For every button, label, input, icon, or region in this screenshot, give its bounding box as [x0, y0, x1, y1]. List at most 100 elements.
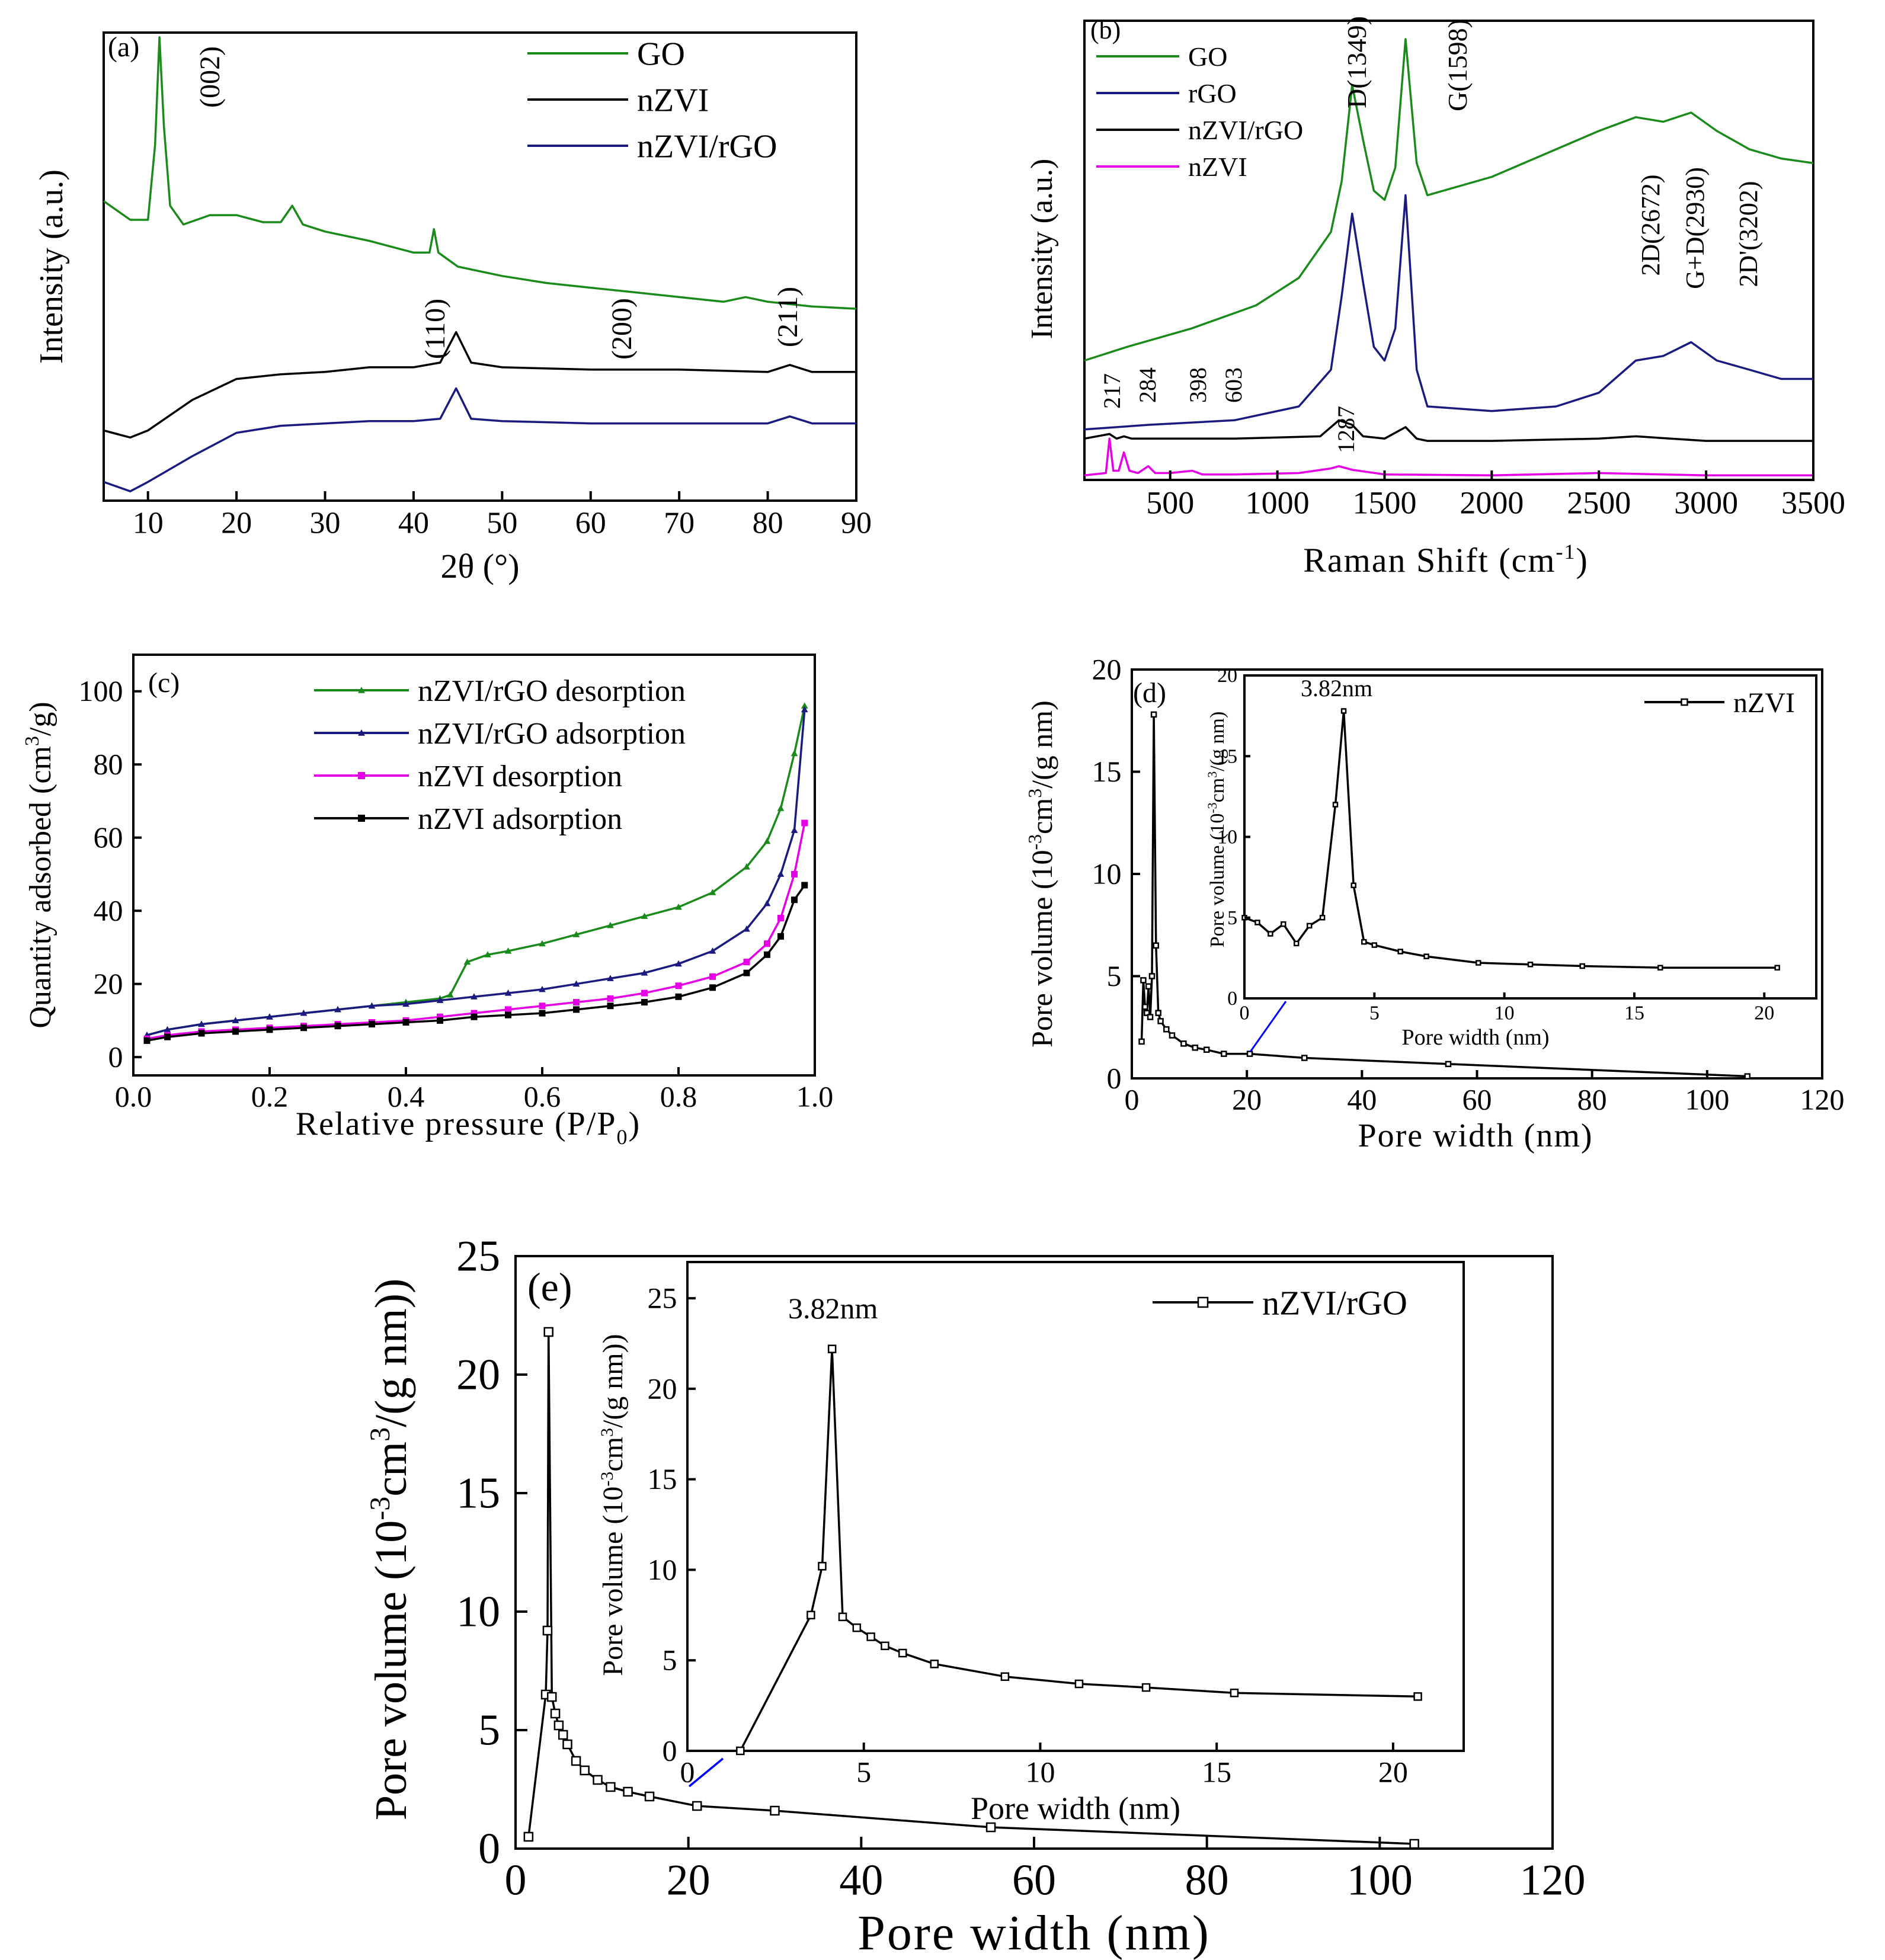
- panel-c-legend-marker: [358, 815, 365, 822]
- panel-e-y-tick-label: 0: [478, 1824, 500, 1873]
- panel-c-point: [641, 969, 648, 976]
- panel-d-inset-y-tick-label: 5: [1227, 907, 1237, 929]
- panel-c-legend-label: nZVI/rGO desorption: [418, 674, 686, 708]
- panel-e-inset-point: [866, 1632, 875, 1641]
- panel-e-point: [542, 1625, 553, 1636]
- panel-e-inset-x-tick-label: 10: [1025, 1756, 1055, 1789]
- panel-d-inset-line: [1244, 710, 1778, 969]
- panel-c-series-line: [146, 709, 806, 1036]
- panel-e-legend: nZVI/rGO: [1153, 1283, 1407, 1322]
- panel-d-y-tick-label: 15: [1092, 755, 1122, 788]
- panel-c-point: [743, 863, 750, 870]
- panel-d-point: [1192, 1045, 1199, 1051]
- panel-c-point: [300, 1024, 307, 1032]
- panel-d-y-ticks: 0 5 10 15 20: [1092, 653, 1140, 1095]
- panel-d-inset: 0 5 10 15 20 0 5 10 15 20 3.82nm Pore width (nm)…: [1205, 665, 1817, 1050]
- panel-d-inset-x-tick-label: 15: [1624, 1003, 1644, 1024]
- panel-d-point: [1140, 977, 1147, 984]
- panel-c-series: [143, 702, 808, 1044]
- panel-d-point: [1180, 1040, 1187, 1047]
- panel-e-inset-point: [736, 1746, 745, 1756]
- panel-e-inset-point: [838, 1612, 847, 1622]
- panel-d-point: [1142, 1004, 1148, 1010]
- panel-e-inset-series: [736, 1344, 1422, 1756]
- panel-d-plot-frame: [1131, 668, 1823, 1080]
- panel-a-xrd-chart: 10 20 30 40 50 60 70 80 90 (a) 2θ (°) Intensity …: [33, 31, 872, 585]
- panel-d-x-ticks: 0 20 40 60 80 100 120: [1125, 1070, 1845, 1116]
- panel-d-label: (d): [1133, 677, 1166, 709]
- panel-e-inset: 0 5 10 15 20 0 5 10 15 20 25 3.82nm Pore width (n…: [597, 1261, 1465, 1826]
- panel-c-legend-marker: [358, 772, 365, 779]
- panel-d-y-tick-label: 5: [1107, 959, 1122, 992]
- panel-c-point: [641, 989, 648, 997]
- panel-c-point: [763, 837, 771, 844]
- panel-c-point: [777, 870, 785, 877]
- panel-e-x-tick-label: 40: [839, 1856, 883, 1905]
- panel-d-x-tick-label: 100: [1685, 1083, 1729, 1116]
- panel-c-point: [266, 1026, 273, 1033]
- panel-c-point: [801, 882, 808, 889]
- panel-b-peak-284: 284: [1134, 367, 1161, 403]
- panel-a-series-line: [103, 331, 856, 439]
- panel-c-point: [437, 1017, 443, 1024]
- panel-d-point: [1301, 1055, 1308, 1061]
- panel-c-x-tick-label: 0.8: [660, 1080, 697, 1113]
- panel-e-inset-point: [1074, 1679, 1084, 1689]
- panel-d-inset-peak-label: 3.82nm: [1301, 675, 1372, 702]
- panel-e-inset-y-tick-label: 15: [648, 1462, 677, 1495]
- panel-c-point: [504, 947, 512, 954]
- panel-e-inset-x-ticks: 0 5 10 15 20: [680, 1743, 1408, 1789]
- panel-b-series-line: [1084, 419, 1813, 442]
- panel-d-x-axis-label: Pore width (nm): [1358, 1117, 1593, 1154]
- panel-c-point: [675, 993, 682, 1000]
- panel-a-legend-label: nZVI: [637, 82, 709, 119]
- panel-c-point: [369, 1021, 375, 1028]
- panel-c-point: [334, 1005, 341, 1013]
- panel-a-legend-label: GO: [637, 36, 685, 73]
- panel-c-point: [791, 870, 798, 877]
- panel-c-series-line: [146, 706, 806, 1036]
- panel-d-inset-point: [1254, 920, 1260, 925]
- panel-c-point: [463, 958, 471, 965]
- panel-c-point: [743, 959, 750, 966]
- panel-b-x-tick-label: 3500: [1781, 485, 1845, 521]
- panel-d-inset-x-tick-label: 0: [1240, 1003, 1250, 1024]
- panel-c-point: [607, 921, 614, 928]
- panel-b-x-tick-label: 2000: [1460, 485, 1524, 521]
- panel-a-label: (a): [108, 31, 139, 63]
- panel-e-inset-peak-label: 3.82nm: [788, 1292, 878, 1325]
- panel-d-inset-point: [1332, 802, 1339, 808]
- panel-b-plot-frame: [1083, 20, 1814, 481]
- panel-c-x-tick-label: 0.6: [524, 1080, 561, 1113]
- panel-c-point: [709, 973, 716, 980]
- panel-d-inset-point: [1527, 962, 1534, 968]
- panel-a-peak-211: (211): [772, 287, 804, 347]
- panel-e-point: [606, 1782, 616, 1792]
- panel-c-legend-marker: [358, 687, 365, 693]
- panel-c-point: [675, 903, 682, 910]
- panel-c-point: [573, 1006, 580, 1013]
- panel-d-inset-point: [1657, 965, 1663, 971]
- panel-d-inset-x-tick-label: 10: [1494, 1003, 1515, 1024]
- panel-e-point: [558, 1730, 568, 1740]
- panel-d-inset-point: [1319, 915, 1326, 921]
- panel-a-x-tick-label: 30: [310, 507, 341, 540]
- panel-c-point: [572, 931, 580, 937]
- panel-e-point: [571, 1756, 581, 1766]
- panel-c-point: [791, 750, 798, 757]
- panel-a-peak-110: (110): [420, 299, 451, 359]
- panel-d-inset-arrow: [1249, 1001, 1287, 1052]
- panel-e-inset-x-axis-label: Pore width (nm): [971, 1791, 1180, 1826]
- panel-d-point: [1163, 1026, 1170, 1033]
- panel-c-point: [675, 960, 682, 967]
- panel-a-x-tick-label: 10: [133, 507, 164, 540]
- panel-a-x-tick-label: 20: [221, 507, 252, 540]
- panel-e-label: (e): [527, 1264, 572, 1309]
- panel-c-y-ticks: 0 20 40 60 80 100: [79, 674, 142, 1074]
- panel-c-point: [675, 982, 682, 989]
- panel-c-legend-marker: [358, 729, 365, 736]
- panel-e-inset-x-tick-label: 0: [680, 1756, 695, 1789]
- panel-e-point: [550, 1708, 561, 1719]
